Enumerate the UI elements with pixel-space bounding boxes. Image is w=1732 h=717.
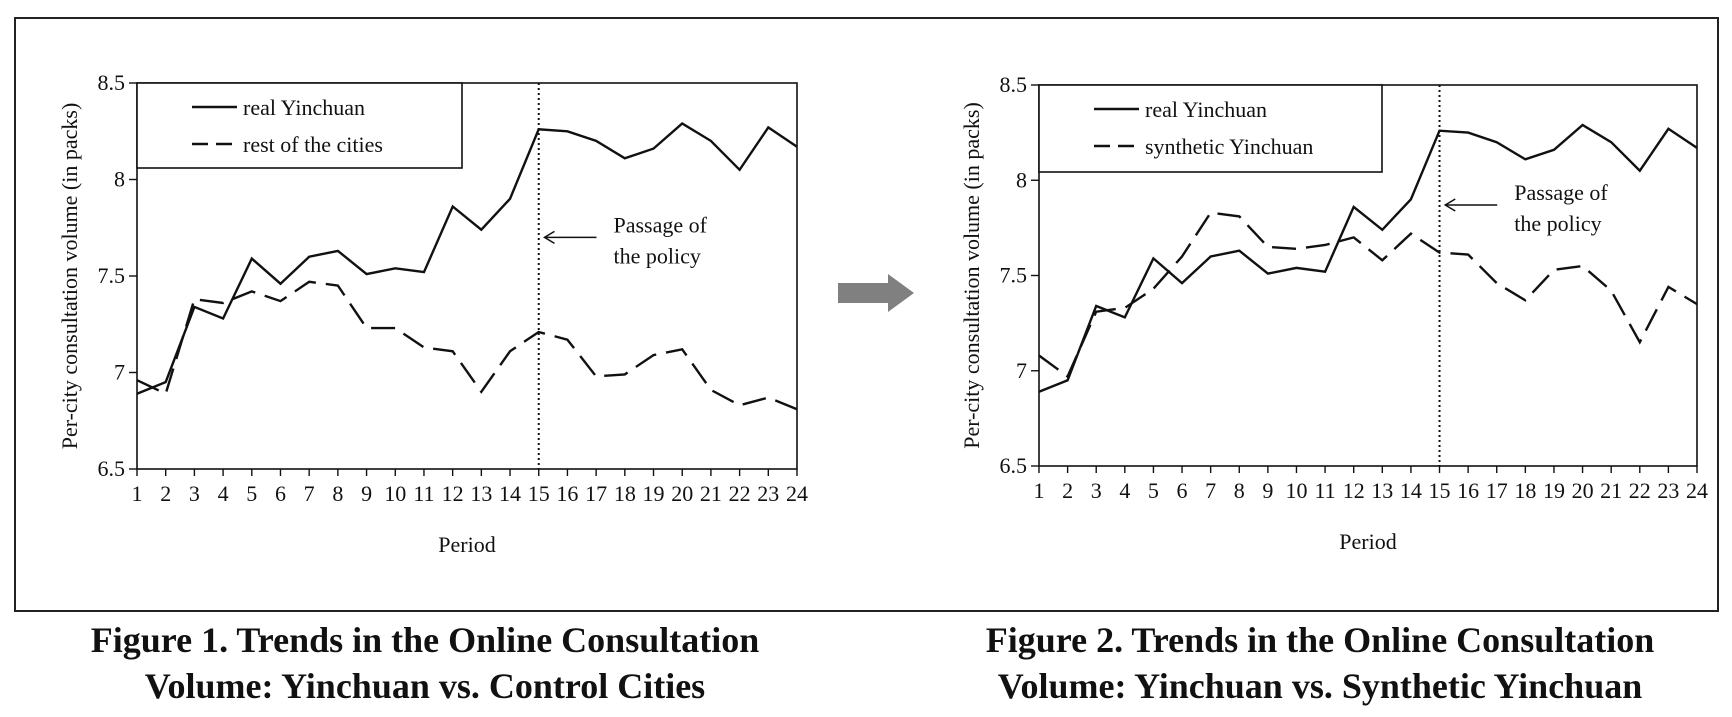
annotation-arrowhead	[1443, 198, 1456, 212]
legend-box	[136, 82, 463, 169]
x-tick-label: 22	[729, 481, 751, 506]
arrow-shape	[838, 274, 914, 312]
x-tick-label: 23	[757, 481, 779, 506]
x-tick-label: 18	[614, 481, 636, 506]
x-tick-label: 4	[1119, 478, 1130, 503]
x-tick-label: 19	[643, 481, 665, 506]
x-tick-label: 22	[1629, 478, 1651, 503]
x-axis-label: Period	[1339, 529, 1396, 554]
x-tick-label: 8	[332, 481, 343, 506]
x-tick-label: 14	[499, 481, 521, 506]
chart-synthetic-yinchuan: 6.577.588.51 2 3 4 5 6 7 8 9 10 11 12 13 14 15 16 17 18 19…	[959, 72, 1708, 554]
y-tick-label: 8.5	[98, 70, 126, 95]
figure-frame	[14, 17, 1719, 612]
x-tick-label: 9	[361, 481, 372, 506]
y-axis-label: Per-city consultation volume (in packs)	[959, 102, 984, 449]
y-tick-label: 8	[114, 167, 125, 192]
x-tick-label: 20	[1572, 478, 1594, 503]
x-tick-label: 11	[413, 481, 434, 506]
x-tick-label: 7	[304, 481, 315, 506]
x-tick-label: 2	[1062, 478, 1073, 503]
legend-box	[1038, 84, 1383, 173]
x-tick-label: 8	[1234, 478, 1245, 503]
x-tick-label: 2	[160, 481, 171, 506]
x-tick-label: 4	[218, 481, 229, 506]
x-tick-label: 11	[1314, 478, 1335, 503]
y-tick-label: 6.5	[98, 456, 126, 481]
x-tick-label: 3	[189, 481, 200, 506]
x-tick-label: 16	[1457, 478, 1479, 503]
annotation-text-line1: Passage of	[1514, 180, 1608, 205]
x-tick-label: 17	[1486, 478, 1508, 503]
x-tick-label: 19	[1543, 478, 1565, 503]
x-tick-label: 24	[1686, 478, 1708, 503]
y-tick-label: 7.5	[1000, 263, 1028, 288]
series-line-synthetic-yinchuan	[1038, 211, 1698, 379]
series-line-rest-of-the-cities	[136, 280, 798, 411]
x-tick-label: 20	[671, 481, 693, 506]
x-tick-label: 1	[132, 481, 143, 506]
x-tick-label: 7	[1205, 478, 1216, 503]
annotation-text-line1: Passage of	[613, 212, 707, 237]
x-tick-label: 9	[1262, 478, 1273, 503]
x-tick-label: 13	[1371, 478, 1393, 503]
x-tick-label: 6	[1177, 478, 1188, 503]
y-tick-label: 7	[1016, 358, 1027, 383]
x-tick-label: 5	[246, 481, 257, 506]
x-tick-label: 15	[528, 481, 550, 506]
legend-label: synthetic Yinchuan	[1145, 134, 1313, 159]
x-tick-label: 21	[1600, 478, 1622, 503]
x-tick-label: 12	[442, 481, 464, 506]
x-tick-label: 13	[470, 481, 492, 506]
y-tick-label: 8.5	[1000, 72, 1028, 97]
x-tick-label: 21	[700, 481, 722, 506]
x-tick-label: 12	[1343, 478, 1365, 503]
y-axis-label: Per-city consultation volume (in packs)	[57, 103, 82, 450]
figure-1-caption: Figure 1. Trends in the Online Consultat…	[20, 617, 830, 709]
figure-2-caption: Figure 2. Trends in the Online Consultat…	[915, 617, 1725, 709]
x-tick-label: 16	[556, 481, 578, 506]
series-line-real-yinchuan	[1038, 123, 1698, 393]
figure-2-caption-line2: Volume: Yinchuan vs. Synthetic Yinchuan	[997, 666, 1643, 706]
figure-1-caption-line1: Figure 1. Trends in the Online Consultat…	[90, 620, 760, 660]
x-tick-label: 15	[1429, 478, 1451, 503]
chart-control-cities: 6.577.588.51 2 3 4 5 6 7 8 9 10 11 12 13 14 15 16 17 18 19…	[57, 70, 808, 557]
figure-1-caption-line2: Volume: Yinchuan vs. Control Cities	[144, 666, 706, 706]
y-tick-label: 7.5	[98, 263, 126, 288]
legend-label: real Yinchuan	[243, 95, 365, 120]
transition-arrow-icon	[838, 274, 914, 312]
legend-label: real Yinchuan	[1145, 97, 1267, 122]
series-line-real-yinchuan	[136, 122, 798, 395]
x-tick-label: 14	[1400, 478, 1422, 503]
x-tick-label: 24	[786, 481, 808, 506]
x-tick-label: 3	[1091, 478, 1102, 503]
x-tick-label: 1	[1034, 478, 1045, 503]
x-tick-label: 10	[384, 481, 406, 506]
annotation-arrowhead	[543, 230, 555, 245]
annotation-text-line2: the policy	[613, 243, 700, 268]
x-tick-label: 10	[1285, 478, 1307, 503]
y-tick-label: 7	[114, 360, 125, 385]
x-tick-label: 17	[585, 481, 607, 506]
x-tick-label: 6	[275, 481, 286, 506]
y-tick-label: 8	[1016, 167, 1027, 192]
annotation-text-line2: the policy	[1514, 211, 1601, 236]
y-tick-label: 6.5	[1000, 453, 1028, 478]
x-tick-label: 23	[1657, 478, 1679, 503]
x-tick-label: 18	[1514, 478, 1536, 503]
figure-2-caption-line1: Figure 2. Trends in the Online Consultat…	[985, 620, 1655, 660]
x-tick-label: 5	[1148, 478, 1159, 503]
legend-label: rest of the cities	[243, 132, 383, 157]
x-axis-label: Period	[438, 532, 495, 557]
